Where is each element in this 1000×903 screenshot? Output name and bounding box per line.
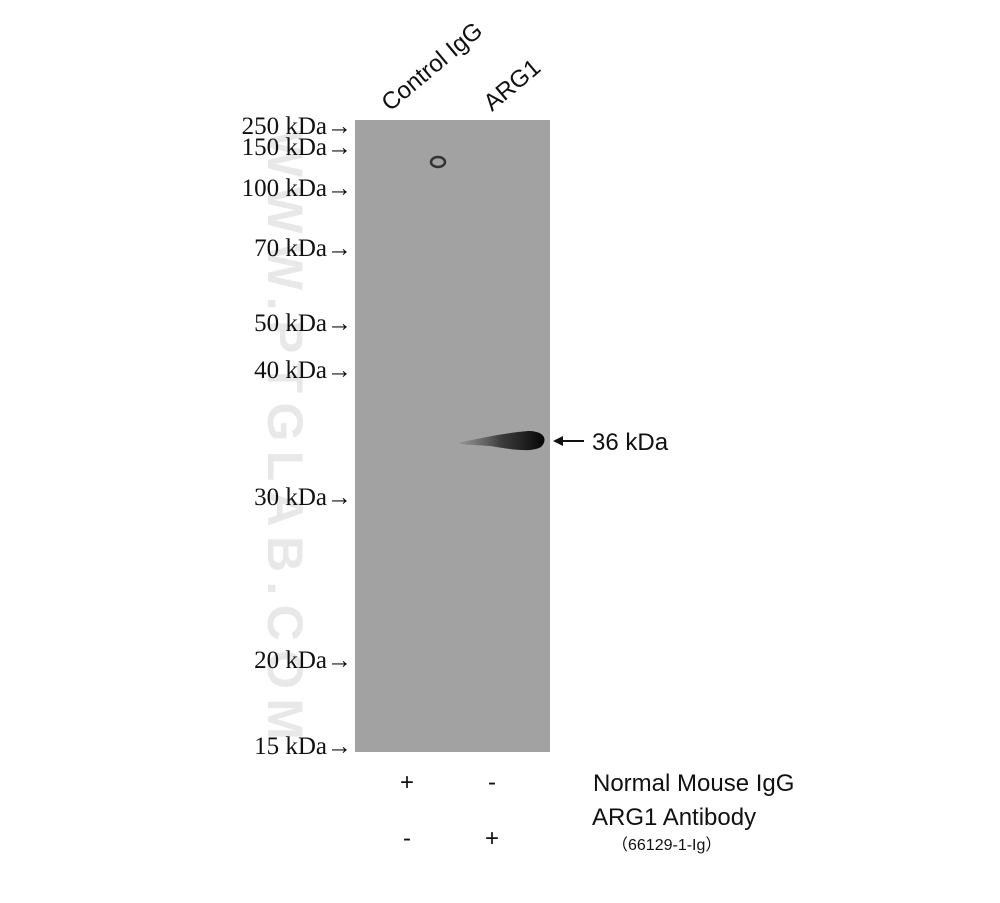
watermark: WWW.PTGLAB.COM	[257, 130, 313, 740]
band-label: 36 kDa	[592, 429, 669, 456]
condition-sign: -	[403, 825, 411, 852]
condition-sign: -	[488, 769, 496, 796]
band	[458, 431, 545, 451]
marker-label: 100 kDa→	[242, 175, 352, 202]
condition-label: Normal Mouse IgG	[593, 770, 794, 797]
condition-label: ARG1 Antibody	[592, 804, 756, 831]
marker-label: 250 kDa→	[242, 113, 352, 140]
condition-sign: +	[400, 769, 414, 796]
marker-label: 15 kDa→	[254, 733, 352, 760]
marker-label: 50 kDa→	[254, 310, 352, 337]
lane-label: ARG1	[479, 54, 546, 117]
marker-label: 20 kDa→	[254, 647, 352, 674]
marker-label: 40 kDa→	[254, 357, 352, 384]
marker-label: 150 kDa→	[242, 134, 352, 161]
marker-label: 30 kDa→	[254, 484, 352, 511]
marker-label: 70 kDa→	[254, 235, 352, 262]
band-arrow-head	[553, 436, 563, 446]
lane-label: Control IgG	[377, 17, 488, 117]
condition-sublabel: （66129-1-Ig）	[612, 836, 721, 854]
gel-spot	[429, 155, 447, 169]
condition-sign: +	[485, 825, 499, 852]
